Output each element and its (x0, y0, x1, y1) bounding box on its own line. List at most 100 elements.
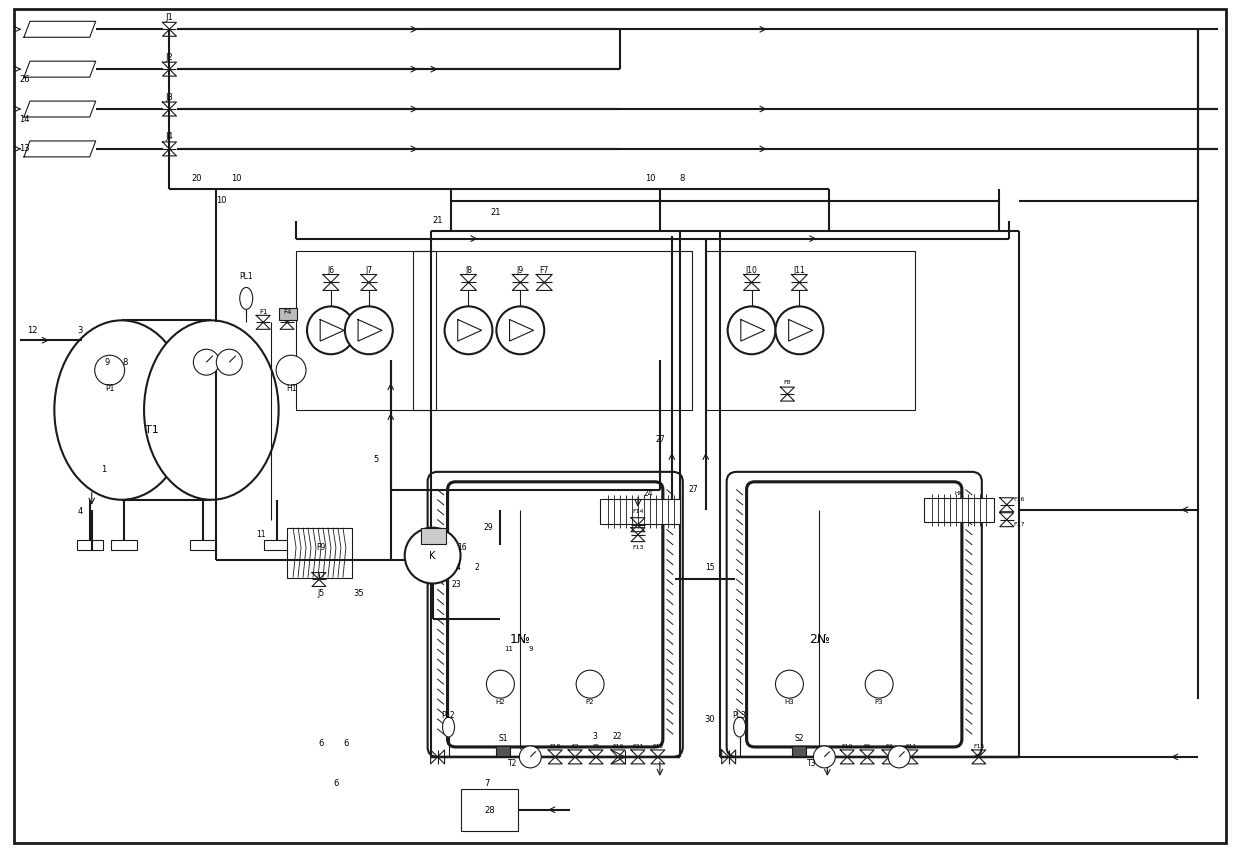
Bar (191, 539, 216, 550)
Ellipse shape (55, 320, 188, 500)
Text: J1: J1 (166, 13, 174, 22)
Text: F11: F11 (905, 745, 916, 750)
Text: J7: J7 (366, 266, 372, 275)
Text: F14: F14 (632, 509, 644, 515)
Text: 10: 10 (216, 196, 227, 205)
Text: T3: T3 (807, 759, 816, 769)
Text: 4: 4 (77, 507, 82, 516)
Ellipse shape (443, 717, 455, 737)
Text: 8: 8 (680, 175, 686, 183)
Text: 27: 27 (655, 435, 665, 445)
Text: 24: 24 (644, 489, 652, 498)
Text: J10: J10 (745, 266, 758, 275)
Text: F12: F12 (652, 745, 663, 750)
Text: F1: F1 (259, 309, 268, 315)
Text: H1: H1 (286, 383, 296, 393)
Text: 9: 9 (528, 647, 532, 653)
Text: J2: J2 (166, 53, 174, 61)
Circle shape (345, 307, 393, 354)
Circle shape (888, 746, 910, 768)
Text: 13: 13 (19, 144, 30, 153)
FancyBboxPatch shape (448, 482, 663, 747)
Text: K: K (429, 550, 435, 561)
Text: 21: 21 (433, 216, 443, 225)
Text: F9: F9 (316, 543, 326, 552)
Text: F21: F21 (632, 745, 644, 750)
Text: 23: 23 (451, 580, 461, 589)
Text: 11: 11 (503, 647, 513, 653)
Text: 30: 30 (704, 715, 715, 723)
Bar (792, 746, 806, 756)
Text: 14: 14 (19, 114, 30, 124)
Text: F19: F19 (842, 745, 853, 750)
Text: J4: J4 (166, 132, 174, 141)
Circle shape (216, 349, 242, 375)
Text: 1: 1 (102, 465, 107, 475)
Circle shape (404, 527, 460, 584)
Circle shape (193, 349, 219, 375)
Text: 27: 27 (689, 486, 698, 494)
Text: 5: 5 (373, 455, 378, 464)
Text: F3: F3 (885, 745, 893, 750)
Ellipse shape (239, 287, 253, 309)
Text: 11: 11 (257, 530, 265, 539)
Text: 6: 6 (334, 780, 339, 788)
Text: 4: 4 (456, 563, 461, 572)
Text: 2: 2 (474, 563, 479, 572)
Text: H2: H2 (496, 699, 505, 705)
Bar (279, 308, 298, 320)
Text: 7: 7 (485, 780, 490, 788)
Text: 35: 35 (353, 589, 365, 598)
Bar (77, 539, 103, 550)
Text: 22: 22 (613, 733, 621, 741)
Circle shape (277, 355, 306, 385)
Text: 15: 15 (704, 563, 714, 572)
Text: 16: 16 (458, 543, 467, 552)
Text: T2: T2 (507, 759, 517, 769)
Text: F7: F7 (539, 266, 549, 275)
Bar (420, 527, 445, 544)
Text: H3: H3 (785, 699, 795, 705)
Circle shape (486, 671, 515, 698)
Text: PL1: PL1 (239, 272, 253, 281)
Text: 3: 3 (593, 733, 598, 741)
Circle shape (94, 355, 125, 385)
Text: 2№: 2№ (808, 633, 830, 646)
Text: J11: J11 (794, 266, 805, 275)
Text: J5: J5 (317, 589, 325, 598)
Text: 6: 6 (319, 740, 324, 748)
Text: F2: F2 (572, 745, 579, 750)
Text: HX: HX (955, 492, 962, 496)
Ellipse shape (144, 320, 279, 500)
Text: PL2: PL2 (441, 711, 455, 720)
Text: 10: 10 (645, 175, 656, 183)
Text: 26: 26 (19, 75, 30, 83)
Bar (706, 250, 915, 410)
Text: 3: 3 (77, 325, 82, 335)
Circle shape (496, 307, 544, 354)
Text: F6: F6 (863, 745, 870, 750)
Text: F4: F4 (283, 309, 291, 315)
FancyBboxPatch shape (746, 482, 962, 747)
Bar (413, 250, 692, 410)
Text: J6: J6 (327, 266, 335, 275)
Bar (296, 250, 435, 410)
Text: 12: 12 (27, 325, 37, 335)
Text: P2: P2 (585, 699, 594, 705)
Bar (496, 746, 511, 756)
Text: 20: 20 (191, 175, 202, 183)
Text: S2: S2 (795, 734, 805, 744)
Circle shape (866, 671, 893, 698)
Text: 8: 8 (122, 358, 128, 366)
Bar (288, 527, 352, 578)
Text: J9: J9 (517, 266, 523, 275)
Text: F10: F10 (613, 745, 624, 750)
Text: F8: F8 (784, 380, 791, 384)
Text: PL3: PL3 (733, 711, 746, 720)
Text: 28: 28 (484, 806, 495, 815)
Circle shape (445, 307, 492, 354)
Circle shape (813, 746, 836, 768)
Text: S1: S1 (498, 734, 508, 744)
Circle shape (577, 671, 604, 698)
Text: P1: P1 (105, 383, 114, 393)
